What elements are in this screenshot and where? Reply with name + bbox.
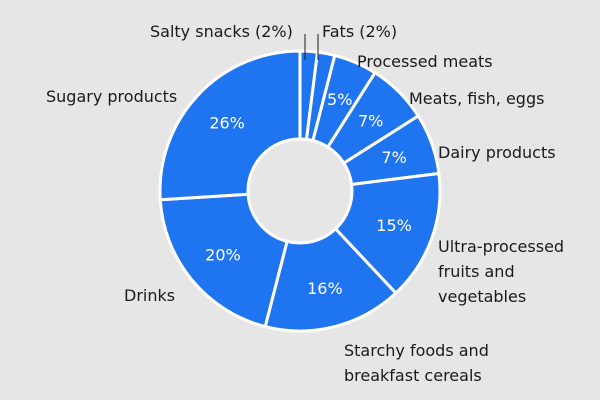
donut-slice [158, 192, 289, 329]
slice-category-label: Drinks [124, 286, 175, 305]
slice-percent-label: 7% [381, 148, 406, 167]
slice-category-label: Salty snacks (2%) [150, 22, 293, 41]
slice-category-label: Fats (2%) [322, 22, 397, 41]
slice-percent-label: 5% [327, 90, 352, 109]
donut-slice [158, 49, 302, 202]
slice-percent-label: 7% [358, 111, 383, 130]
slice-category-label: Sugary products [46, 87, 177, 106]
slice-category-label: Dairy products [438, 143, 556, 162]
slice-category-label: Ultra-processed fruits and vegetables [438, 237, 564, 306]
donut-slice [263, 226, 398, 333]
chart-percent-labels: 5% 7% 7% 15% 16% 20% 26% [205, 90, 412, 298]
donut-slice [333, 171, 442, 296]
slice-percent-label: 16% [307, 279, 343, 298]
slice-category-label: Starchy foods and breakfast cereals [344, 341, 489, 385]
chart-slices [158, 49, 442, 333]
slice-percent-label: 15% [376, 216, 412, 235]
slice-category-label: Meats, fish, eggs [409, 89, 544, 108]
slice-percent-label: 20% [205, 246, 241, 265]
chart-category-labels: Salty snacks (2%) Fats (2%) Processed meat… [46, 22, 564, 385]
slice-category-label: Processed meats [357, 52, 493, 71]
slice-percent-label: 26% [209, 114, 245, 133]
